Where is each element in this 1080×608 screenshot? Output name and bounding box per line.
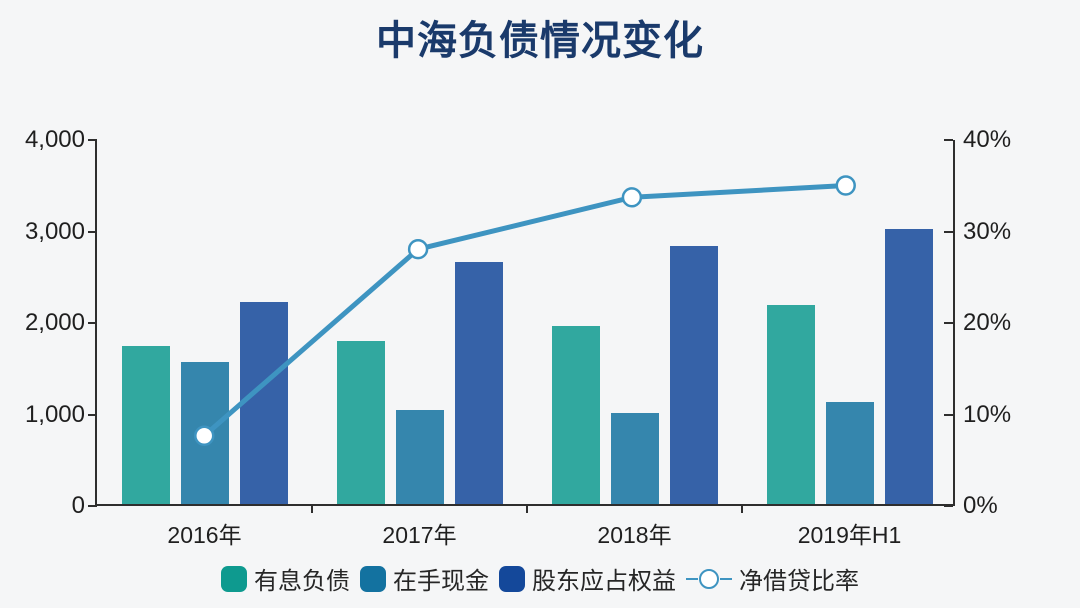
legend-label: 有息负债 <box>254 568 350 595</box>
bar-股东应占权益-2018年 <box>669 245 718 504</box>
line-path <box>202 183 846 438</box>
x-axis-label: 2018年 <box>597 522 672 548</box>
line-marker-2019年H1 <box>835 175 856 196</box>
plot-area: 0 1,000 2,000 3,000 4,000 0% 10% 20% 30% 40% 2016年… <box>25 126 1011 548</box>
chart-title: 中海负债情况变化 <box>376 19 704 63</box>
x-axis-tick <box>311 506 313 513</box>
legend-item-净借贷比率: 净借贷比率 <box>686 561 859 596</box>
y-axis-left-tick <box>88 505 97 507</box>
y-axis-right-label: 20% <box>963 309 1012 336</box>
bar-在手现金-2017年 <box>395 409 444 504</box>
y-axis-left-tick <box>88 413 97 416</box>
bar-有息负债-2016年 <box>121 345 170 504</box>
y-axis-left-tick <box>88 139 97 141</box>
y-axis-right-label: 0% <box>963 492 998 519</box>
line-marker-2018年 <box>621 187 643 208</box>
y-axis-left-label: 2,000 <box>24 309 85 336</box>
x-axis-tick <box>741 506 743 513</box>
bar-股东应占权益-2017年 <box>454 262 503 504</box>
legend-swatch-icon <box>499 565 525 592</box>
y-axis-left-tick <box>88 322 97 324</box>
y-axis-right-tick <box>944 139 953 141</box>
y-axis-right-tick <box>944 322 953 324</box>
legend-item-在手现金: 在手现金 <box>360 561 489 596</box>
legend-label: 股东应占权益 <box>532 568 676 595</box>
y-axis-right-label: 40% <box>963 126 1012 153</box>
y-axis-right-tick <box>944 230 953 233</box>
x-axis-label: 2019年H1 <box>797 522 902 548</box>
legend-label: 净借贷比率 <box>739 568 859 595</box>
line-marker-2017年 <box>407 239 429 260</box>
y-axis-left-label: 4,000 <box>24 126 85 153</box>
x-axis-tick <box>526 506 528 513</box>
net-gearing-line <box>194 175 856 446</box>
bar-有息负债-2019年H1 <box>766 305 815 504</box>
y-axis-right-label: 30% <box>963 217 1012 245</box>
legend-label: 在手现金 <box>393 568 489 595</box>
line-marker-2016年 <box>194 425 215 446</box>
legend: 有息负债 在手现金 股东应占权益 净借贷比率 <box>0 561 1080 596</box>
y-axis-right-tick <box>944 413 953 416</box>
x-axis-label: 2016年 <box>167 522 242 548</box>
y-axis-left-tick <box>88 230 97 233</box>
bar-有息负债-2017年 <box>336 341 385 504</box>
bar-有息负债-2018年 <box>551 325 600 504</box>
y-axis-right-label: 10% <box>963 400 1012 428</box>
y-axis-right-tick <box>944 505 953 507</box>
legend-swatch-icon <box>360 565 386 592</box>
y-axis-left-label: 1,000 <box>24 400 85 428</box>
legend-item-股东应占权益: 股东应占权益 <box>499 561 676 596</box>
legend-item-有息负债: 有息负债 <box>221 561 350 596</box>
bar-股东应占权益-2016年 <box>239 301 288 504</box>
bar-在手现金-2019年H1 <box>825 402 874 504</box>
legend-swatch-icon <box>221 565 247 592</box>
y-axis-left-label: 0 <box>71 492 85 519</box>
x-axis-label: 2017年 <box>382 522 457 548</box>
y-axis-left-label: 3,000 <box>24 217 85 245</box>
legend-open-circle-icon <box>686 566 732 592</box>
bar-股东应占权益-2019年H1 <box>884 228 933 504</box>
bar-在手现金-2018年 <box>610 413 659 504</box>
